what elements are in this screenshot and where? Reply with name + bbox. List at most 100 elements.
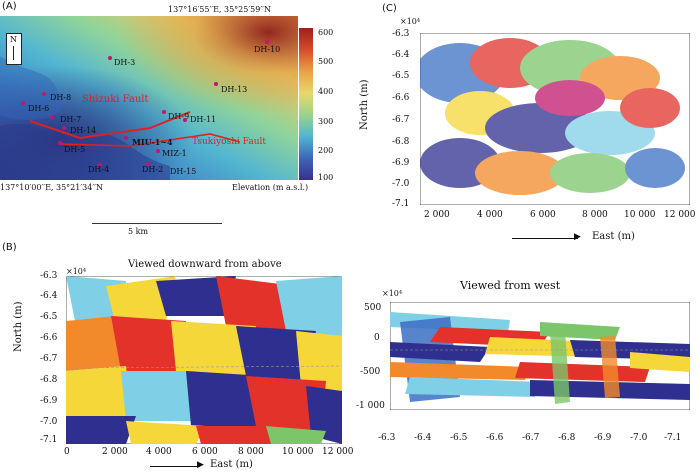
x-tick: -7.0 [630,433,648,443]
panel-c-label: (C) [382,3,397,14]
panel-a: (A) 137°16′55′′E, 35°25′59′′N [0,0,350,240]
station-label: DH-4 [88,165,110,174]
colorbar-tick: 100 [318,173,334,182]
fault-label-tsukiyoshi: Tsukiyoshi Fault [192,137,267,147]
colorbar-tick: 300 [318,117,334,126]
coord-bottom: 137°10′00′′E, 35°21′34′′N [0,183,103,192]
x-tick: 4 000 [146,447,172,457]
y-tick: -7.0 [392,179,410,189]
x-arrow-head: ▶ [197,460,204,470]
y-tick: -6.8 [40,375,58,385]
station-label: DH-14 [70,126,97,135]
x-tick: 12 000 [322,447,354,457]
panel-b-exp: ×10⁴ [66,267,87,276]
north-arrow: N [6,33,22,65]
x-tick: 6 000 [530,210,556,220]
station-label: DH-11 [190,115,217,124]
x-tick: 4 000 [477,210,503,220]
y-tick: 500 [364,303,382,313]
x-tick: -7.1 [664,433,682,443]
x-arrow-head: ▶ [574,232,581,242]
scale-bar [92,223,222,224]
x-tick: 12 000 [664,210,696,220]
station-label: DH-2 [142,165,164,174]
fault-label-shizuki: Shizuki Fault [82,94,149,105]
y-tick: -500 [360,367,381,377]
x-tick: -6.8 [558,433,576,443]
y-tick: -6.5 [40,312,58,322]
y-tick: -6.5 [392,71,410,81]
y-tick: -6.4 [392,50,410,60]
colorbar-tick: 400 [318,87,334,96]
panel-b-label: (B) [2,242,17,253]
panel-c-plot [420,33,690,205]
y-tick: -7.1 [40,435,58,445]
panel-d-exp: ×10⁴ [382,289,403,298]
y-tick: -6.6 [40,333,58,343]
panel-c-ylabel: North (m) [359,79,370,130]
colorbar-tick: 500 [318,57,334,66]
panel-b-xlabel: East (m) [210,459,253,470]
station-label: DH-8 [50,93,72,102]
station-label: MIZ-1 [162,149,187,158]
panel-b-ylabel: North (m) [13,301,24,352]
station-label: DH-7 [60,115,82,124]
coord-top: 137°16′55′′E, 35°25′59′′N [168,5,271,14]
panel-b-title: Viewed downward from above [128,259,282,270]
station-label: DH-13 [221,85,248,94]
x-tick: 6 000 [192,447,218,457]
x-tick: -6.4 [414,433,432,443]
y-tick: -6.3 [40,271,58,281]
y-tick: 0 [374,333,380,343]
north-icon: N [10,35,17,44]
x-tick: 8 000 [238,447,264,457]
x-axis-arrow [150,466,200,467]
y-tick: -7.0 [40,417,58,427]
y-tick: -7.1 [392,199,410,209]
y-tick: -6.9 [40,396,58,406]
panel-c: (C) ×10⁴ North (m) -6.3 -6.4 -6.5 -6.6 -… [352,0,700,250]
station-label: DH-5 [64,145,86,154]
x-tick: -6.5 [450,433,468,443]
y-tick: -6.8 [392,137,410,147]
x-tick: 10 000 [282,447,314,457]
x-tick: -6.7 [522,433,540,443]
station-label: DH-9 [168,112,190,121]
station-label: DH-3 [114,58,136,67]
x-tick: 8 000 [582,210,608,220]
elevation-caption: Elevation (m a.s.l.) [232,183,309,192]
shizuki-fault-line [29,111,191,140]
x-tick: 10 000 [624,210,656,220]
colorbar-tick: 600 [318,28,334,37]
station-label: MIU-1~4 [132,137,173,147]
x-tick: -6.3 [378,433,396,443]
y-tick: -6.7 [392,115,410,125]
y-tick: -6.9 [392,158,410,168]
x-tick: -6.6 [486,433,504,443]
colorbar-tick: 200 [318,146,334,155]
panel-b-plot [66,276,342,444]
y-tick: -6.7 [40,354,58,364]
y-tick: -6.3 [392,29,410,39]
panel-d-plot [390,302,690,410]
x-tick: 0 [64,447,70,457]
x-axis-arrow [512,238,578,239]
station-label: DH-6 [28,104,50,113]
panel-c-xlabel: East (m) [592,231,635,242]
tsukiyoshi-fault-line [59,133,241,147]
panel-c-exp: ×10⁴ [400,17,421,26]
panel-a-label: (A) [2,1,17,12]
x-tick: 2 000 [102,447,128,457]
y-tick: -1 000 [356,401,385,411]
x-tick: 2 000 [424,210,450,220]
y-tick: -6.6 [392,93,410,103]
elevation-colorbar [299,28,313,180]
y-tick: -6.4 [40,291,58,301]
x-tick: -6.9 [594,433,612,443]
elevation-map [0,16,298,180]
scale-label: 5 km [128,227,149,236]
panel-d-title: Viewed from west [460,279,561,292]
panel-d: Viewed from west ×10⁴ 500 0 -500 -1 000 … [356,270,700,473]
station-label: DH-10 [254,45,281,54]
station-label: DH-15 [170,167,197,176]
